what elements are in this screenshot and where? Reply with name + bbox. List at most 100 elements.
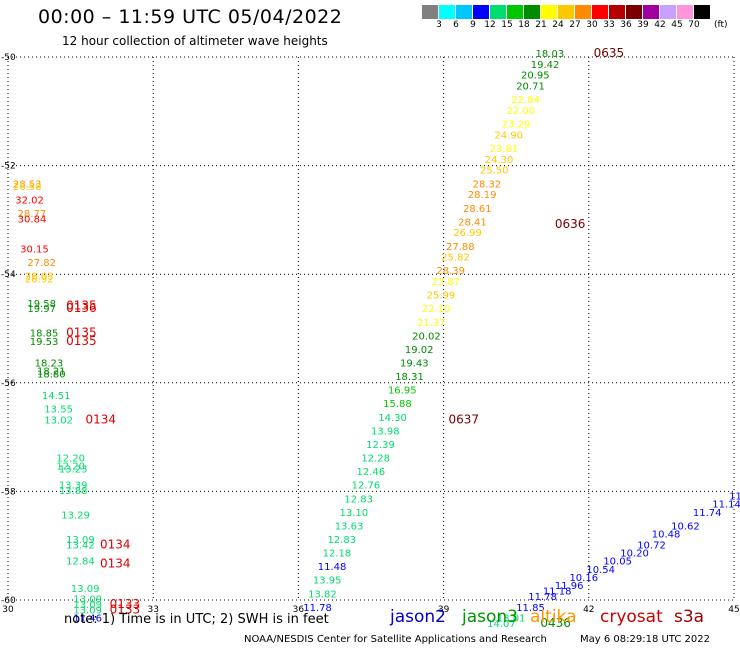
wave-height-value: 18.31 — [395, 372, 424, 383]
legend-altika: altika — [530, 607, 577, 627]
wave-height-value: 12.83 — [327, 535, 356, 546]
wave-height-value: 13.39 — [59, 481, 88, 492]
wave-height-value: 23.87 — [432, 277, 461, 288]
page-subtitle: 12 hour collection of altimeter wave hei… — [62, 34, 328, 48]
wave-height-value: 10.62 — [671, 521, 700, 532]
wave-height-value: 24.30 — [485, 155, 514, 166]
colorbar-label: 6 — [453, 20, 459, 30]
axis-ticks: 30 33 36 39 42 45 -50 -52 -54 -56 -58 -60 — [1, 53, 740, 615]
wave-height-value: 28.39 — [436, 266, 465, 277]
pass-time-label: 0136 — [66, 301, 97, 315]
wave-height-value: 11.46 — [73, 614, 102, 625]
colorbar-label: 24 — [552, 20, 564, 30]
wave-height-value: 12.18 — [323, 549, 352, 560]
colorbar-label: 3 — [436, 20, 442, 30]
colorbar-label: 33 — [603, 20, 615, 30]
colorbar-swatch — [507, 5, 524, 19]
wave-height-value: 12.39 — [366, 440, 395, 451]
wave-height-value: 12.83 — [344, 494, 373, 505]
wave-height-value: 13.09 — [66, 535, 95, 546]
colorbar-label: 12 — [484, 20, 496, 30]
colorbar-swatch — [643, 5, 660, 19]
colorbar-swatch — [558, 5, 575, 19]
wave-height-value: 12.20 — [56, 462, 85, 473]
wave-height-value: 26.92 — [25, 274, 54, 285]
wave-height-value: 12.76 — [352, 481, 381, 492]
wave-height-value: 10.54 — [586, 565, 615, 576]
wave-height-value: 25.82 — [441, 253, 470, 264]
pass-time-label: 0636 — [555, 217, 586, 231]
wave-height-value: 11.48 — [318, 562, 347, 573]
colorbar-label: 21 — [535, 20, 547, 30]
colorbar-label: 18 — [518, 20, 530, 30]
wave-height-value: 11.18 — [543, 587, 572, 598]
wave-height-value: 13.09 — [73, 595, 102, 606]
wave-height-value: 12.28 — [361, 454, 390, 465]
wave-height-value: 13.09 — [71, 584, 100, 595]
wave-height-value: 13.09 — [73, 606, 102, 617]
wave-height-value: 10.05 — [603, 557, 632, 568]
wave-height-value: 11.14 — [712, 500, 740, 511]
pass-time-label: 0134 — [100, 556, 131, 570]
wave-height-value: 22.00 — [507, 106, 536, 117]
legend-s3a: s3a — [674, 607, 705, 627]
wave-height-value: 10.20 — [620, 549, 649, 560]
wave-height-value: 32.02 — [15, 196, 44, 207]
wave-height-value: 13.95 — [313, 576, 342, 587]
colorbar-swatch — [456, 5, 473, 19]
y-tick-label: -60 — [1, 596, 16, 606]
pass-time-label: 0135 — [66, 334, 97, 348]
page-title: 00:00 – 11:59 UTC 05/04/2022 — [38, 6, 343, 28]
colorbar-swatch — [439, 5, 456, 19]
wave-height-value: 13.01 — [497, 614, 526, 625]
pass-time-label: 0134 — [100, 537, 131, 551]
wave-height-value: 28.77 — [18, 209, 47, 220]
colorbar-swatch — [490, 5, 507, 19]
pass-time-label: 0135 — [66, 298, 97, 312]
y-tick-label: -56 — [1, 379, 16, 389]
wave-height-value: 19.97 — [27, 304, 56, 315]
colorbar-swatch — [626, 5, 643, 19]
wave-height-value: 28.19 — [468, 190, 497, 201]
colorbar-label: 70 — [688, 20, 700, 30]
y-tick-label: -52 — [1, 162, 16, 172]
footer-timestamp: May 6 08:29:18 UTC 2022 — [580, 634, 710, 645]
pass-time-labels: 0635063606370436013501360135013501340134… — [66, 46, 624, 630]
colorbar: 70 45 42 39 36 33 30 27 24 21 18 15 12 9 6 3 (ft) — [422, 5, 732, 33]
wave-height-value: 28.32 — [473, 179, 502, 190]
wave-height-value: 30.15 — [20, 244, 49, 255]
legend-cryosat: cryosat — [600, 607, 663, 627]
wave-height-value: 13.55 — [44, 405, 73, 416]
colorbar-label: 45 — [671, 20, 683, 30]
colorbar-label: 27 — [569, 20, 581, 30]
pass-time-label: 0637 — [448, 413, 479, 427]
colorbar-swatch — [694, 5, 711, 19]
wave-height-value: 12.84 — [66, 557, 95, 568]
wave-height-value: 13.88 — [59, 486, 88, 497]
wave-height-value: 13.10 — [340, 508, 369, 519]
wave-height-value: 27.82 — [27, 258, 56, 269]
wave-height-value: 13.23 — [59, 464, 88, 475]
colorbar-swatch — [473, 5, 490, 19]
wave-height-value: 11.74 — [693, 508, 722, 519]
colorbar-label: 36 — [620, 20, 632, 30]
colorbar-label: 15 — [501, 20, 513, 30]
wave-height-value: 26.58 — [13, 182, 42, 193]
wave-height-value: 19.42 — [531, 60, 560, 71]
x-tick-label: 30 — [2, 605, 14, 615]
pass-time-label: 0635 — [594, 46, 625, 60]
wave-height-value: 18.85 — [30, 329, 59, 340]
wave-height-value: 25.99 — [427, 291, 456, 302]
wave-height-value: 13.82 — [308, 589, 337, 600]
colorbar-labels: 70 45 42 39 36 33 30 27 24 21 18 15 12 9 6 3 (ft) — [422, 19, 732, 33]
wave-height-value: 28.41 — [458, 217, 487, 228]
wave-height-value: 11.78 — [303, 603, 332, 614]
wave-height-value: 22.84 — [511, 95, 540, 106]
colorbar-swatch — [677, 5, 694, 19]
wave-height-value: 20.95 — [521, 71, 550, 82]
wave-height-value: 16.95 — [388, 386, 417, 397]
wave-height-value: 14.51 — [42, 391, 71, 402]
wave-height-value: 15.88 — [383, 399, 412, 410]
wave-height-value: 24.90 — [494, 130, 523, 141]
colorbar-swatches — [422, 5, 732, 19]
